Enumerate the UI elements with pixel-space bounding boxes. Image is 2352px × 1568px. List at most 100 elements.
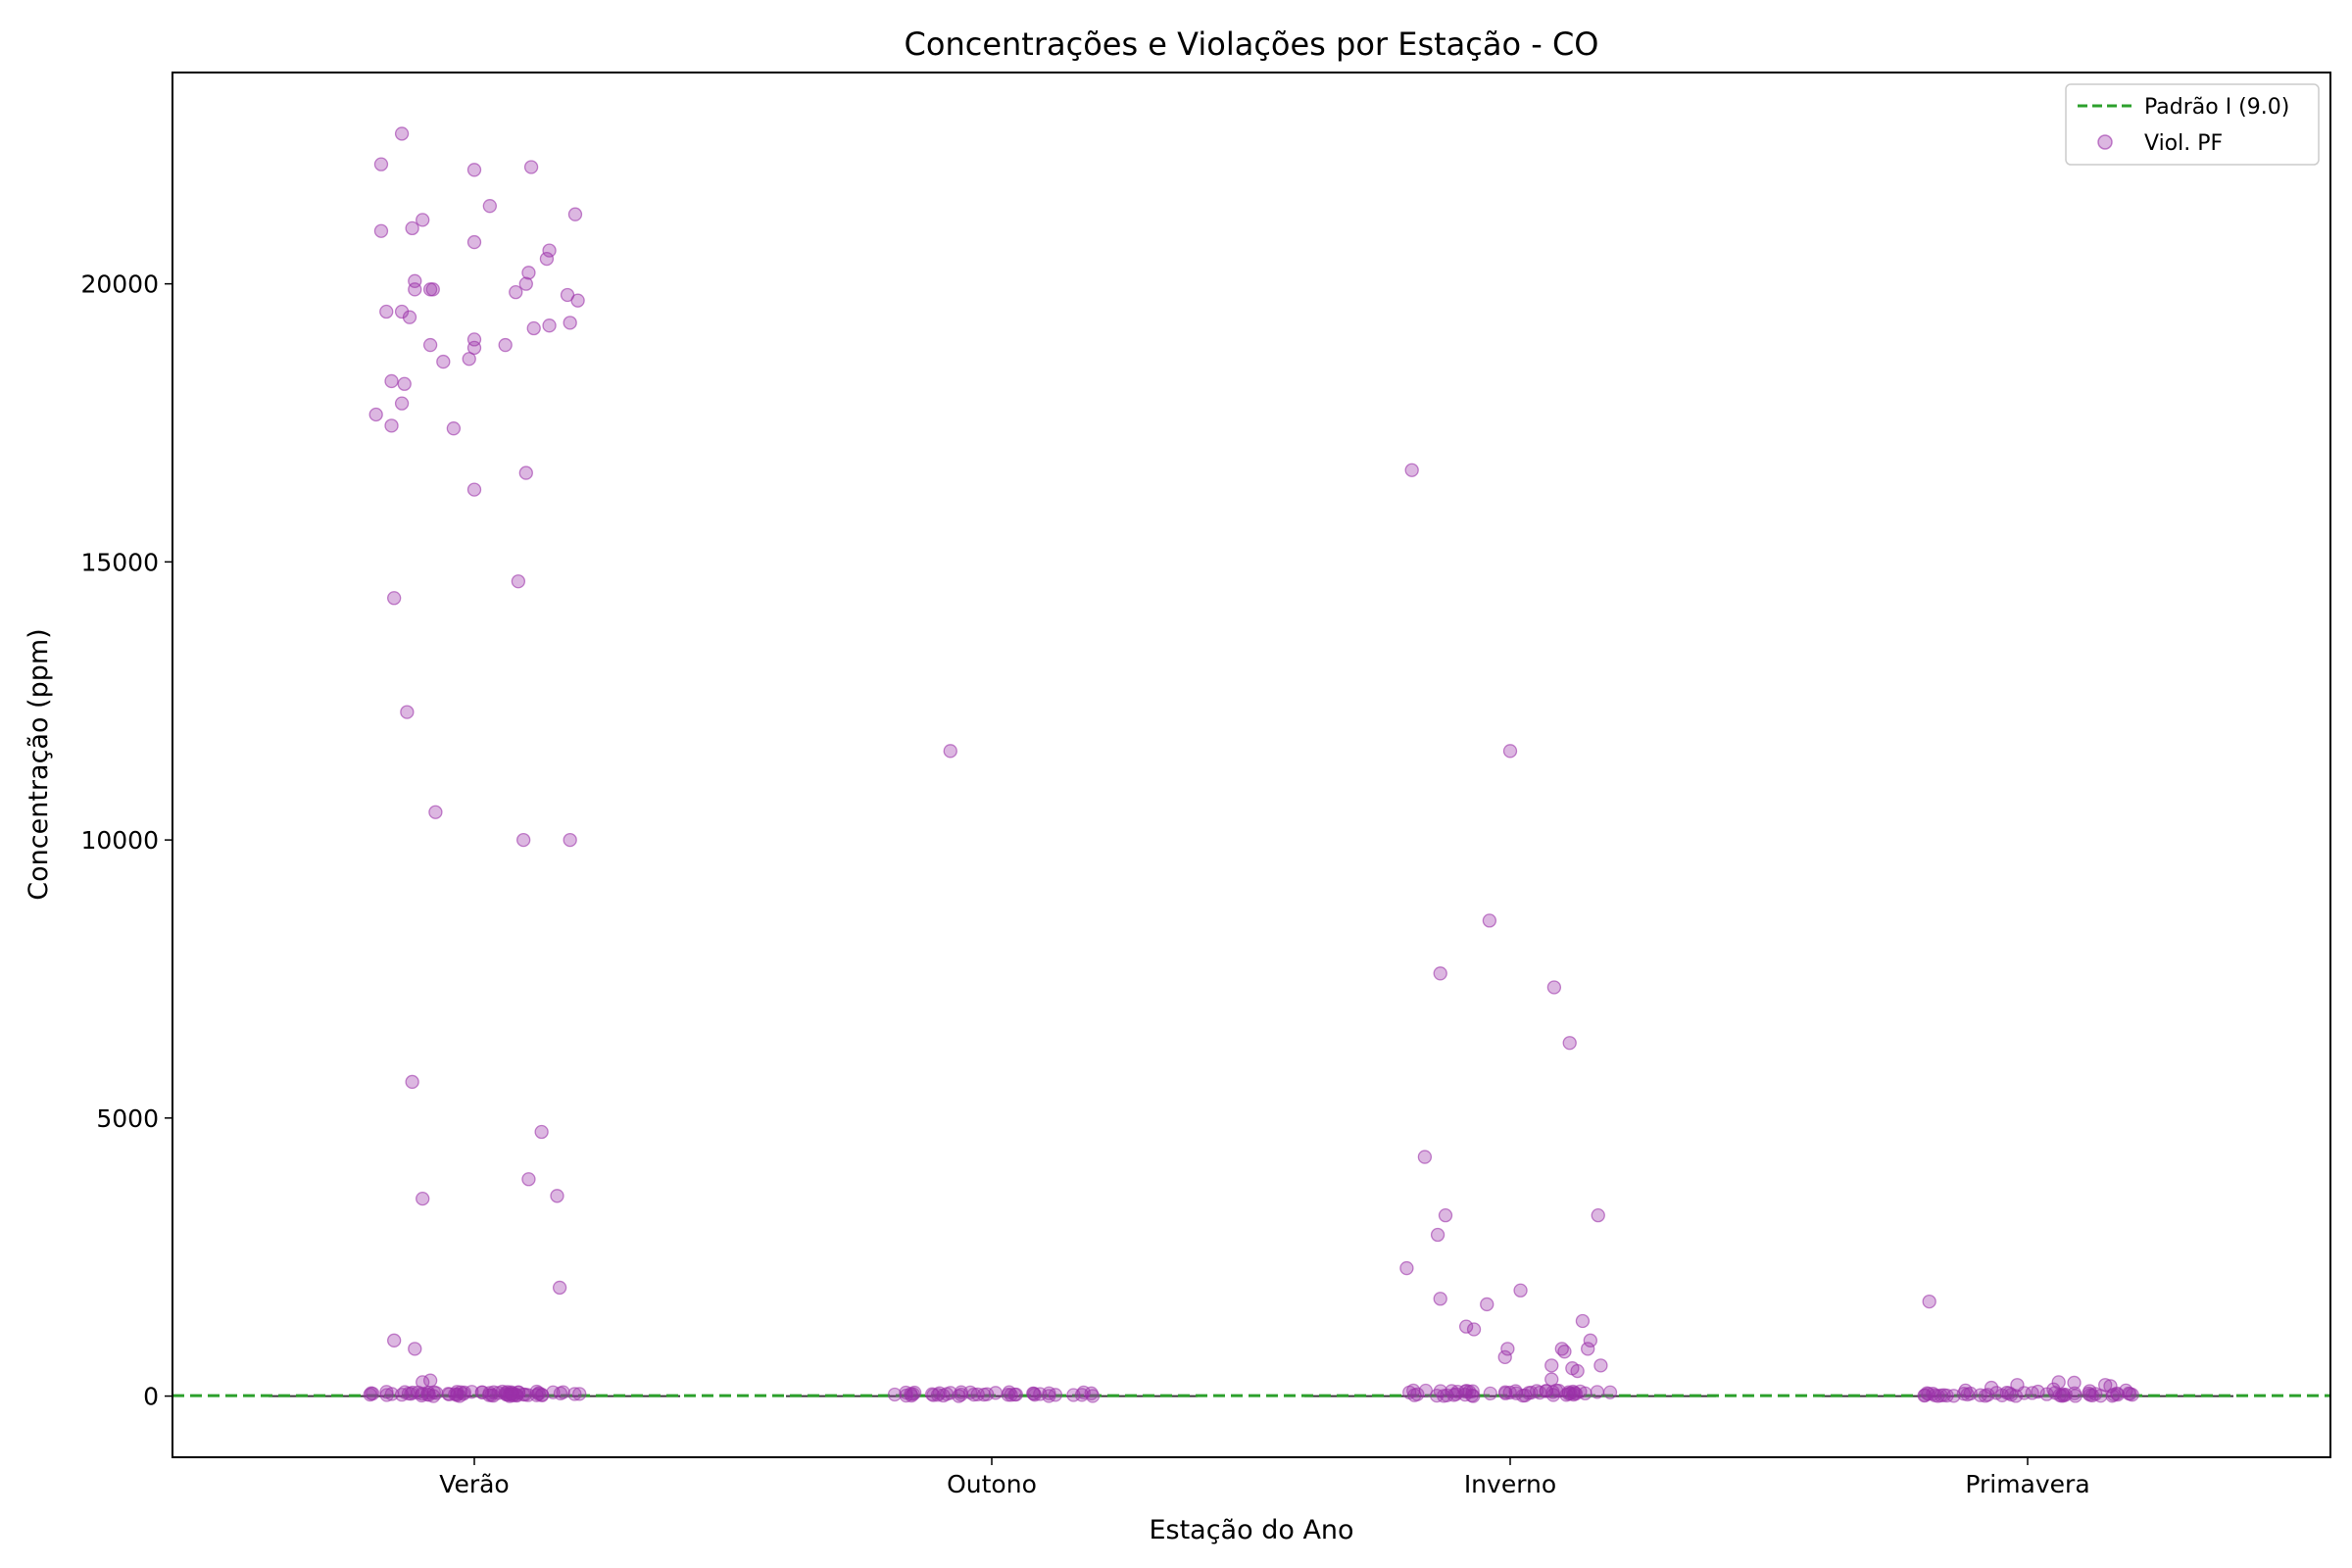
y-tick-label: 5000 (96, 1104, 159, 1133)
violation-point (552, 1280, 567, 1296)
violation-point (966, 1387, 981, 1402)
x-tick-label: Inverno (1464, 1470, 1556, 1498)
violation-point (1458, 1319, 1474, 1334)
violation-point (422, 337, 438, 353)
violation-point (2119, 1383, 2133, 1398)
legend-label-reference: Padrão I (9.0) (2144, 95, 2289, 120)
violation-point (1497, 1349, 1512, 1365)
violation-point (1430, 1227, 1446, 1243)
violation-point (1544, 1358, 1559, 1373)
violation-point (1399, 1260, 1414, 1276)
violation-point (542, 243, 557, 258)
violation-point (1502, 744, 1518, 759)
violation-point (446, 421, 462, 436)
violation-point (529, 1384, 544, 1399)
x-axis: Verão Outono Inverno Primavera (439, 1457, 2090, 1498)
violation-point (1602, 1385, 1618, 1399)
violation-point (448, 1387, 463, 1401)
violation-point (415, 1387, 429, 1401)
violation-point (394, 304, 410, 319)
violation-point (2098, 1378, 2113, 1393)
violation-point (521, 1172, 536, 1187)
violation-point (408, 1342, 422, 1356)
violation-point (1545, 1385, 1560, 1399)
violation-point (1085, 1389, 1101, 1403)
violation-point (1583, 1333, 1597, 1348)
violation-point (567, 1387, 582, 1401)
violation-point (563, 316, 577, 330)
violation-point (1984, 1380, 1999, 1396)
violation-point (505, 1387, 519, 1401)
plot-frame (172, 72, 2331, 1458)
violation-point (405, 1074, 419, 1090)
y-tick-label: 0 (143, 1383, 159, 1411)
y-axis: 0 5000 10000 15000 20000 (80, 270, 172, 1411)
violation-point (429, 1386, 444, 1400)
violation-point (387, 591, 402, 606)
y-axis-label: Concentração (ppm) (24, 628, 54, 900)
plot-area (172, 126, 2330, 1403)
violation-point (462, 352, 476, 367)
violation-point (1008, 1387, 1024, 1402)
violation-point (563, 832, 577, 848)
violation-point (466, 163, 482, 177)
violation-point (1581, 1342, 1595, 1356)
violation-point (1066, 1388, 1081, 1402)
violation-point (466, 340, 482, 356)
y-tick-label: 20000 (80, 270, 159, 299)
legend: Padrão I (9.0) Viol. PF (2065, 83, 2320, 166)
violation-point (516, 832, 531, 848)
violation-point (402, 310, 417, 324)
violation-point (1999, 1386, 2015, 1400)
violation-point (539, 251, 555, 267)
violation-point (1482, 913, 1497, 928)
x-tick-label: Primavera (1965, 1470, 2089, 1498)
violation-point (518, 466, 533, 480)
violation-point (1480, 1297, 1494, 1312)
violation-point (1483, 1386, 1497, 1401)
violation-point (2031, 1384, 2045, 1399)
violation-point (422, 1373, 438, 1388)
violation-point (1593, 1358, 1608, 1373)
violation-point (2067, 1375, 2082, 1391)
violation-point (373, 223, 389, 238)
violation-point (397, 376, 412, 391)
violation-point (567, 207, 583, 221)
violation-point (481, 1388, 497, 1402)
violation-point (1026, 1386, 1042, 1401)
violation-point (1500, 1342, 1515, 1356)
violation-point (936, 1388, 951, 1403)
violation-point (1466, 1389, 1481, 1403)
violation-point (363, 1387, 377, 1402)
violation-point (523, 160, 539, 174)
violation-point (906, 1387, 920, 1401)
violation-point (2046, 1382, 2061, 1396)
legend-label-violations: Viol. PF (2144, 131, 2223, 156)
chart-title: Concentrações e Violações por Estação - … (905, 25, 1599, 63)
violation-point (570, 293, 585, 308)
violation-point (518, 276, 533, 291)
violation-point (466, 482, 482, 497)
violation-point (1546, 980, 1562, 995)
violation-point (550, 1189, 564, 1203)
violation-point (1544, 1372, 1559, 1387)
violation-point (1433, 966, 1447, 981)
violation-point (425, 282, 440, 297)
violation-point (1497, 1385, 1513, 1399)
violation-point (373, 157, 389, 172)
violation-point (1591, 1208, 1605, 1223)
violation-point (416, 213, 430, 227)
violation-point (466, 234, 482, 250)
violation-point (387, 1333, 402, 1348)
violation-point (553, 1386, 568, 1400)
violation-point (394, 396, 410, 411)
violation-point (1928, 1388, 1942, 1402)
violation-point (1989, 1386, 2004, 1400)
violation-point (1590, 1385, 1604, 1399)
violation-point (1521, 1386, 1537, 1400)
violation-point (436, 354, 451, 369)
violation-point (1557, 1345, 1572, 1359)
violation-point (2082, 1384, 2097, 1398)
violation-point (379, 304, 394, 319)
